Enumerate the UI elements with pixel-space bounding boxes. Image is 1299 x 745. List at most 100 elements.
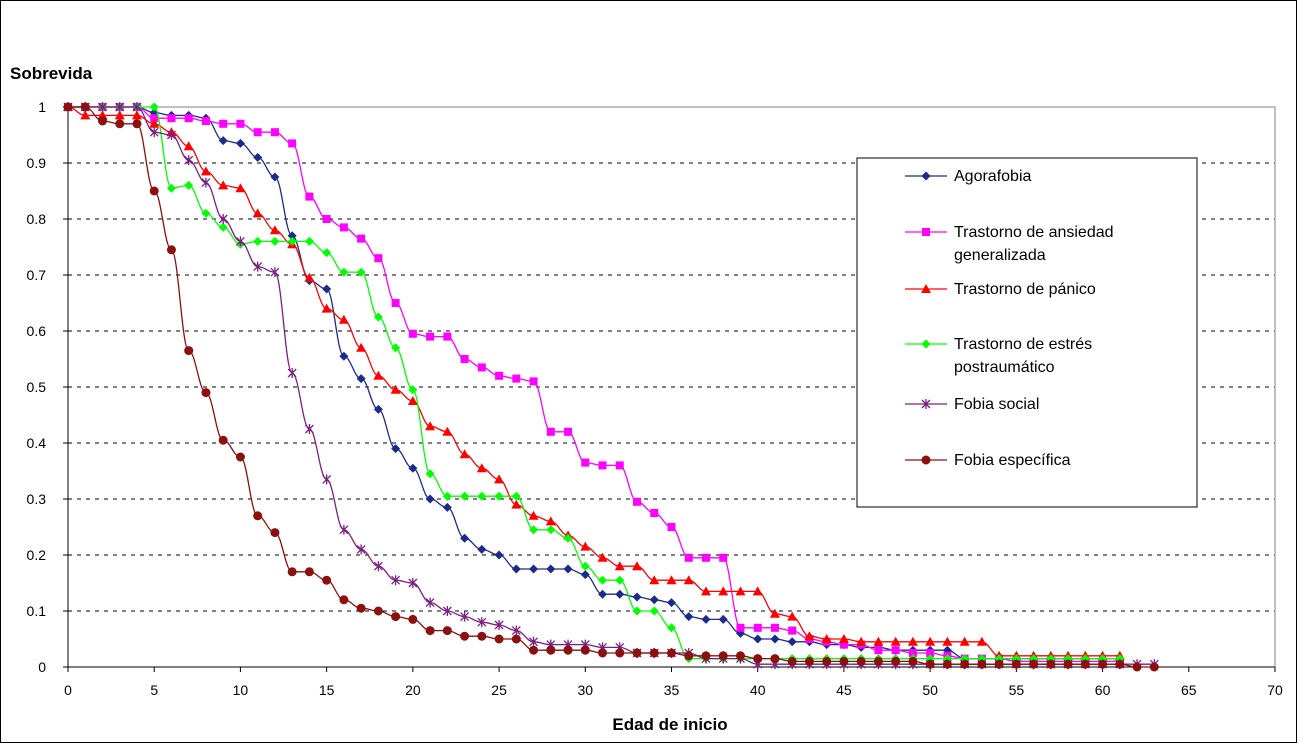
legend-swatch-marker <box>922 228 930 236</box>
data-point <box>476 463 487 473</box>
data-point <box>235 183 246 193</box>
data-point <box>150 114 159 123</box>
data-point <box>511 499 522 509</box>
data-point <box>529 636 539 647</box>
data-point <box>615 461 624 470</box>
gridlines <box>68 162 1275 612</box>
data-point <box>201 388 211 398</box>
y-tick-label: 0.1 <box>27 603 47 619</box>
data-point <box>408 463 418 473</box>
data-point <box>633 497 642 506</box>
y-axis-title: Sobrevida <box>10 64 93 83</box>
y-tick-label: 0.4 <box>27 435 47 451</box>
data-point <box>1011 659 1021 669</box>
data-point <box>166 183 176 193</box>
data-point <box>322 248 332 258</box>
data-point <box>391 343 401 353</box>
y-tick-label: 0.7 <box>27 267 47 283</box>
data-point <box>149 186 159 196</box>
data-point <box>494 491 504 501</box>
series-layer <box>63 102 1159 672</box>
data-point <box>529 645 539 655</box>
data-point <box>752 586 763 596</box>
data-point <box>667 523 676 531</box>
data-point <box>477 363 486 372</box>
data-point <box>649 648 659 658</box>
data-point <box>546 645 556 655</box>
data-point <box>356 342 367 352</box>
data-point <box>735 586 746 596</box>
data-point <box>391 612 401 622</box>
legend-label: Fobia específica <box>954 452 1071 469</box>
data-point <box>753 634 763 644</box>
data-point <box>270 128 279 137</box>
data-point <box>684 651 694 661</box>
data-point <box>391 575 401 586</box>
data-point <box>787 637 797 647</box>
data-point <box>442 502 452 512</box>
series-3 <box>63 102 1125 660</box>
data-point <box>373 404 383 414</box>
data-point <box>769 608 780 618</box>
data-point <box>184 346 194 356</box>
data-point <box>235 452 245 462</box>
data-point <box>700 586 711 596</box>
data-point <box>666 575 677 585</box>
x-tick-label: 35 <box>664 682 680 698</box>
data-point <box>511 634 521 644</box>
data-point <box>770 634 780 644</box>
data-point <box>891 646 900 655</box>
data-point <box>201 117 210 125</box>
data-point <box>132 102 142 112</box>
data-point <box>305 192 314 201</box>
data-point <box>442 426 453 436</box>
data-point <box>287 567 297 577</box>
data-point <box>460 491 470 501</box>
data-point <box>477 631 487 641</box>
legend-item: Trastorno de pánico <box>905 281 1096 298</box>
data-point <box>408 385 418 395</box>
data-point <box>942 659 952 669</box>
data-point <box>339 267 349 277</box>
data-point <box>942 636 953 646</box>
x-tick-label: 10 <box>233 682 249 698</box>
data-point <box>184 180 194 190</box>
data-point <box>615 648 625 658</box>
y-tick-label: 0 <box>38 659 46 675</box>
data-point <box>925 636 936 646</box>
data-point <box>821 634 832 643</box>
data-point <box>495 371 504 380</box>
data-point <box>580 570 590 580</box>
data-point <box>804 631 815 641</box>
data-point <box>218 214 228 224</box>
data-point <box>546 564 556 574</box>
data-point <box>270 172 280 182</box>
data-point <box>1132 662 1142 672</box>
data-point <box>391 299 400 307</box>
data-point <box>598 575 608 585</box>
data-point <box>1115 659 1125 669</box>
data-point <box>926 649 935 657</box>
data-point <box>838 634 849 643</box>
x-tick-label: 25 <box>491 682 507 698</box>
data-point <box>891 656 901 666</box>
y-tick-label: 0.2 <box>27 547 47 563</box>
data-point <box>494 550 504 560</box>
data-point <box>667 598 676 608</box>
data-point <box>511 625 521 636</box>
x-tick-label: 50 <box>922 682 938 698</box>
data-point <box>183 141 194 151</box>
data-point <box>701 553 710 562</box>
data-point <box>632 648 642 658</box>
x-tick-label: 40 <box>750 682 766 698</box>
data-point <box>391 444 401 454</box>
legend-item: Fobia social <box>905 396 1039 413</box>
data-point <box>735 651 745 661</box>
data-point <box>563 564 573 574</box>
x-tick-label: 65 <box>1181 682 1197 698</box>
data-point <box>1098 659 1108 669</box>
data-point <box>167 114 176 123</box>
data-point <box>460 611 470 622</box>
data-point <box>149 102 159 112</box>
data-point <box>184 114 193 123</box>
